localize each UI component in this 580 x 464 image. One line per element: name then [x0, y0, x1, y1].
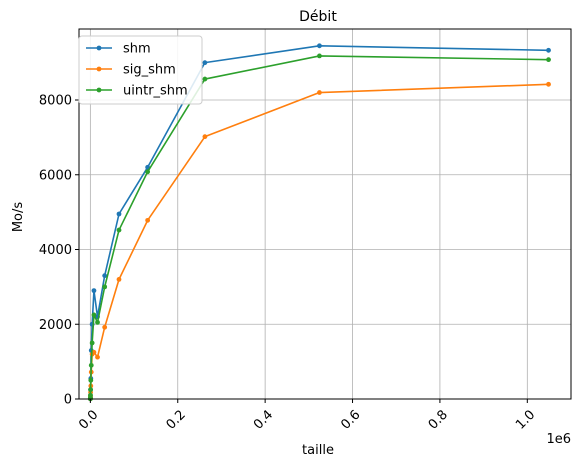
data-point-shm: [317, 43, 322, 49]
data-point-sig_shm: [317, 90, 322, 95]
legend-label-sig_shm: sig_shm: [123, 63, 176, 78]
data-point-shm: [91, 288, 97, 294]
data-point-shm: [202, 60, 208, 66]
legend: shm sig_shm uintr_shm: [78, 35, 203, 105]
y-tick-label: 4000: [39, 243, 72, 258]
data-point-uintr_shm: [95, 319, 100, 325]
chart-title: Débit: [299, 9, 337, 25]
data-point-uintr_shm: [102, 284, 108, 290]
legend-label-shm: shm: [123, 42, 151, 57]
y-tick-label: 6000: [39, 168, 72, 183]
y-tick-label: 2000: [39, 318, 72, 333]
data-point-sig_shm: [91, 349, 97, 355]
y-axis-label: Mo/s: [11, 202, 26, 233]
data-point-sig_shm: [202, 134, 208, 140]
data-point-uintr_shm: [116, 227, 122, 233]
data-point-shm: [102, 273, 108, 279]
data-point-uintr_shm: [88, 377, 94, 383]
grid: [79, 29, 571, 400]
data-point-sig_shm: [95, 354, 100, 360]
legend-box: [78, 35, 203, 105]
x-axis-offset-label: 1e6: [546, 432, 571, 447]
data-point-uintr_shm: [91, 312, 97, 318]
data-point-sig_shm: [546, 81, 551, 87]
data-point-shm: [116, 211, 122, 217]
data-point-uintr_shm: [145, 169, 151, 175]
data-point-sig_shm: [116, 277, 122, 282]
legend-marker-uintr_shm: [96, 87, 102, 93]
data-point-uintr_shm: [89, 340, 95, 346]
x-axis-label: taille: [302, 443, 334, 458]
legend-marker-shm: [96, 45, 102, 51]
y-tick-label: 0: [64, 393, 72, 408]
legend-label-uintr_shm: uintr_shm: [123, 84, 188, 99]
data-point-uintr_shm: [88, 362, 94, 368]
series-layer: [87, 43, 551, 402]
data-point-uintr_shm: [546, 57, 551, 63]
data-point-uintr_shm: [88, 392, 93, 398]
plot-frame: [78, 28, 572, 400]
data-point-shm: [546, 47, 551, 53]
y-tick-label: 8000: [39, 94, 72, 109]
legend-marker-sig_shm: [96, 66, 102, 72]
data-point-uintr_shm: [202, 76, 208, 82]
data-point-sig_shm: [145, 217, 151, 223]
data-point-uintr_shm: [317, 53, 322, 59]
data-point-sig_shm: [102, 324, 108, 330]
y-axis-ticks: 0 2000 4000 6000 8000: [39, 94, 79, 408]
data-point-uintr_shm: [88, 387, 93, 393]
